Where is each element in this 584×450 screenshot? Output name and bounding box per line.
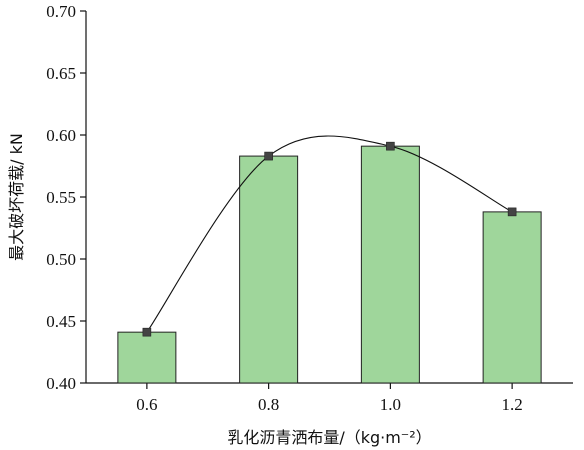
data-point-marker — [386, 141, 395, 151]
y-tick-label: 0.50 — [46, 250, 76, 269]
data-markers — [142, 141, 517, 337]
trend-line — [146, 135, 513, 333]
data-point-marker — [507, 207, 517, 217]
bar — [360, 145, 420, 384]
y-tick-label: 0.55 — [46, 188, 76, 207]
data-point-marker — [142, 327, 152, 337]
x-tick-label: 0.6 — [136, 395, 157, 414]
bar — [482, 211, 542, 384]
trend-curve — [146, 135, 513, 333]
bars — [117, 145, 542, 384]
y-tick-label: 0.60 — [46, 126, 76, 145]
x-tick-label: 0.8 — [258, 395, 279, 414]
x-axis-title: 乳化沥青洒布量/（kg·m⁻²） — [227, 428, 431, 447]
y-axis-title: 最大破坏荷载/ kN — [7, 133, 26, 261]
data-point-marker — [264, 151, 273, 161]
y-tick-label: 0.45 — [46, 312, 76, 331]
y-tick-label: 0.40 — [46, 374, 76, 393]
y-axis: 0.40 0.45 0.50 0.55 0.60 0.65 0.70 — [46, 2, 87, 393]
x-tick-label: 1.0 — [380, 395, 401, 414]
y-tick-label: 0.65 — [46, 64, 76, 83]
x-tick-label: 1.2 — [502, 395, 523, 414]
bar — [239, 155, 299, 384]
x-axis: 0.6 0.8 1.0 1.2 — [86, 382, 573, 414]
y-tick-label: 0.70 — [46, 2, 76, 21]
bar — [117, 331, 177, 384]
